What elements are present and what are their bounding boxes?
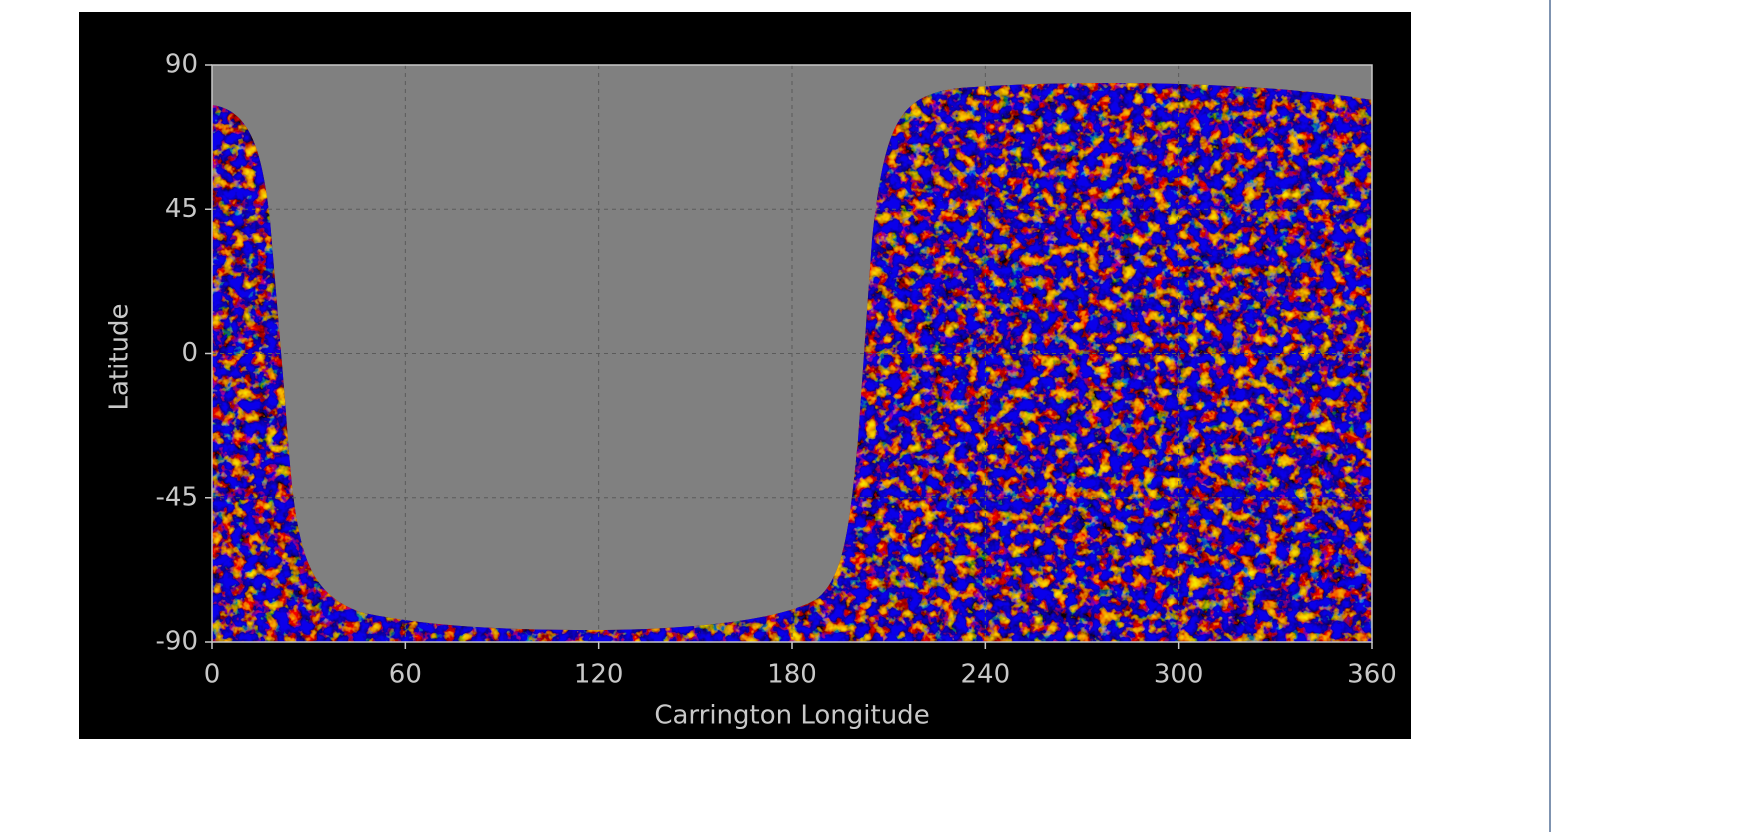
y-tick-label: -45 — [156, 482, 198, 512]
x-tick-label: 0 — [204, 660, 221, 690]
x-tick-label: 60 — [389, 660, 422, 690]
y-tick-label: 45 — [165, 194, 198, 224]
y-tick-label: 0 — [181, 338, 198, 368]
x-tick-label: 360 — [1347, 660, 1397, 690]
x-axis-label: Carrington Longitude — [654, 701, 929, 731]
x-tick-label: 240 — [961, 660, 1011, 690]
y-tick-label: 90 — [165, 50, 198, 80]
y-tick-label: -90 — [156, 627, 198, 657]
x-tick-label: 300 — [1154, 660, 1204, 690]
x-tick-label: 120 — [574, 660, 624, 690]
x-tick-label: 180 — [767, 660, 817, 690]
y-axis-label: Latitude — [105, 303, 135, 410]
